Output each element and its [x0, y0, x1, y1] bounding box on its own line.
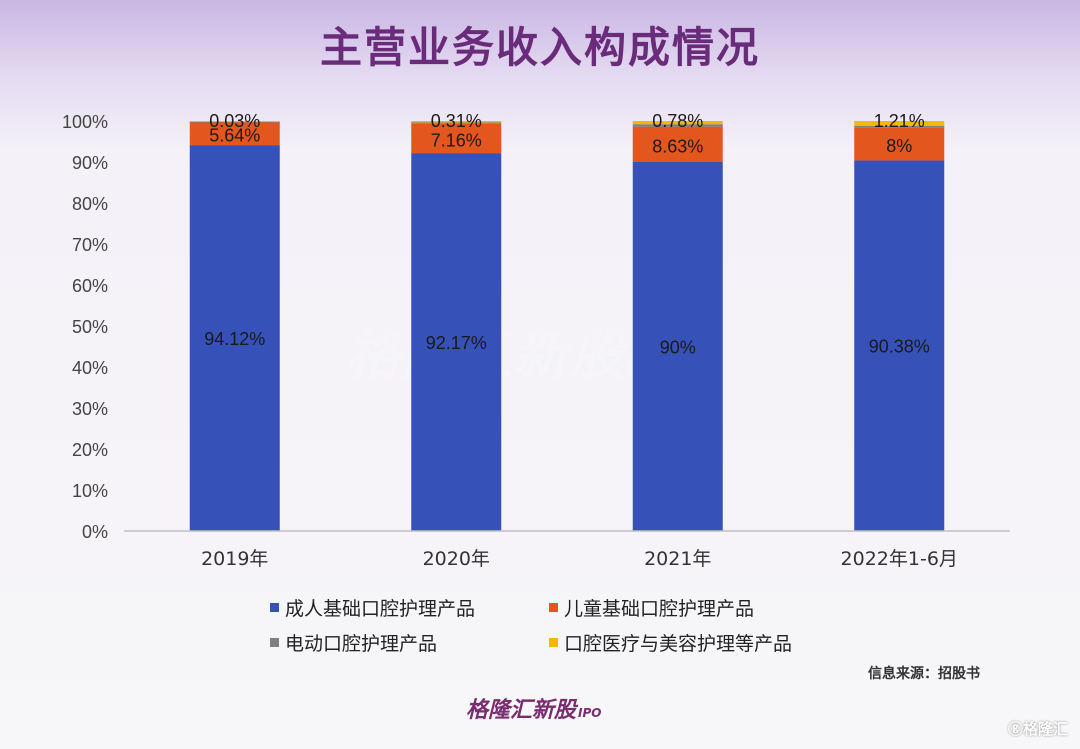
bar-segment — [632, 124, 723, 127]
data-label: 0.03% — [209, 111, 260, 131]
data-label: 90.38% — [869, 337, 930, 357]
data-label: 90% — [660, 338, 696, 358]
legend: 成人基础口腔护理产品 儿童基础口腔护理产品 电动口腔护理产品 口腔医疗与美容护理… — [0, 588, 1080, 658]
data-label: 1.21% — [874, 111, 925, 131]
bar-segment — [854, 125, 945, 128]
data-label: 94.12% — [204, 329, 265, 349]
x-axis: 2019年 2020年 2021年 2022年1-6月 — [124, 530, 1010, 570]
data-label: 5.64% — [209, 126, 260, 146]
y-tick-label: 70% — [72, 235, 108, 255]
bar-segment — [411, 153, 502, 531]
legend-item-child: 儿童基础口腔护理产品 — [549, 594, 754, 621]
bar-segment — [854, 121, 945, 126]
data-label: 0.31% — [431, 111, 482, 131]
bar-segment — [411, 122, 502, 124]
brand-logo: 格隆汇新股 IPO — [466, 698, 602, 723]
bars: 94.12% 5.64%0.03% 92.17% 7.16%0.31% 90% 8.63%… — [189, 111, 945, 531]
y-tick-label: 60% — [72, 276, 108, 296]
data-label: 7.16% — [431, 130, 482, 150]
bar-segment — [189, 121, 280, 146]
bar-segment — [632, 126, 723, 162]
source-note: 信息来源：招股书 — [868, 666, 980, 682]
x-tick-label: 2019年 — [201, 548, 268, 570]
bar-segment — [411, 123, 502, 154]
y-tick-label: 0% — [82, 522, 108, 542]
y-tick-label: 40% — [72, 358, 108, 378]
y-axis: 0% 10% 20% 30% 40% 50% 60% 70% 80% 90% 100% — [62, 112, 108, 542]
y-tick-label: 90% — [72, 153, 108, 173]
bar-segment — [854, 160, 945, 531]
bar-segment — [189, 121, 280, 123]
legend-swatch-medical — [549, 638, 558, 647]
data-label: 8% — [886, 136, 912, 156]
x-tick-label: 2020年 — [423, 548, 490, 570]
data-label: 0.78% — [652, 111, 703, 131]
data-label: 8.63% — [652, 136, 703, 156]
legend-label: 电动口腔护理产品 — [285, 633, 438, 655]
legend-item-adult: 成人基础口腔护理产品 — [270, 594, 475, 621]
y-tick-label: 30% — [72, 399, 108, 419]
data-label: 92.17% — [426, 333, 487, 353]
legend-label: 成人基础口腔护理产品 — [285, 598, 476, 620]
legend-label: 儿童基础口腔护理产品 — [564, 598, 755, 620]
y-tick-label: 80% — [72, 194, 108, 214]
legend-item-electric: 电动口腔护理产品 — [270, 629, 437, 656]
y-tick-label: 100% — [62, 112, 108, 132]
chart-title: 主营业务收入构成情况 — [319, 23, 760, 72]
bar-segment — [854, 127, 945, 161]
bar-segment — [189, 145, 280, 531]
bar-segment — [632, 162, 723, 531]
y-tick-label: 20% — [72, 440, 108, 460]
y-tick-label: 50% — [72, 317, 108, 337]
legend-swatch-adult — [270, 603, 279, 612]
legend-swatch-electric — [270, 638, 279, 647]
x-tick-label: 2021年 — [644, 548, 711, 570]
legend-item-medical: 口腔医疗与美容护理等产品 — [549, 629, 792, 656]
bar-segment — [189, 121, 280, 122]
legend-swatch-child — [549, 603, 558, 612]
legend-label: 口腔医疗与美容护理等产品 — [564, 633, 793, 655]
stacked-bar-chart: 0% 10% 20% 30% 40% 50% 60% 70% 80% 90% 100% 94.12%… — [62, 111, 1010, 570]
y-tick-label: 10% — [72, 481, 108, 501]
corner-logo: ⓖ格隆汇 — [1007, 720, 1068, 738]
bar-segment — [632, 121, 723, 125]
x-tick-label: 2022年1-6月 — [841, 548, 958, 570]
bar-segment — [411, 121, 502, 123]
